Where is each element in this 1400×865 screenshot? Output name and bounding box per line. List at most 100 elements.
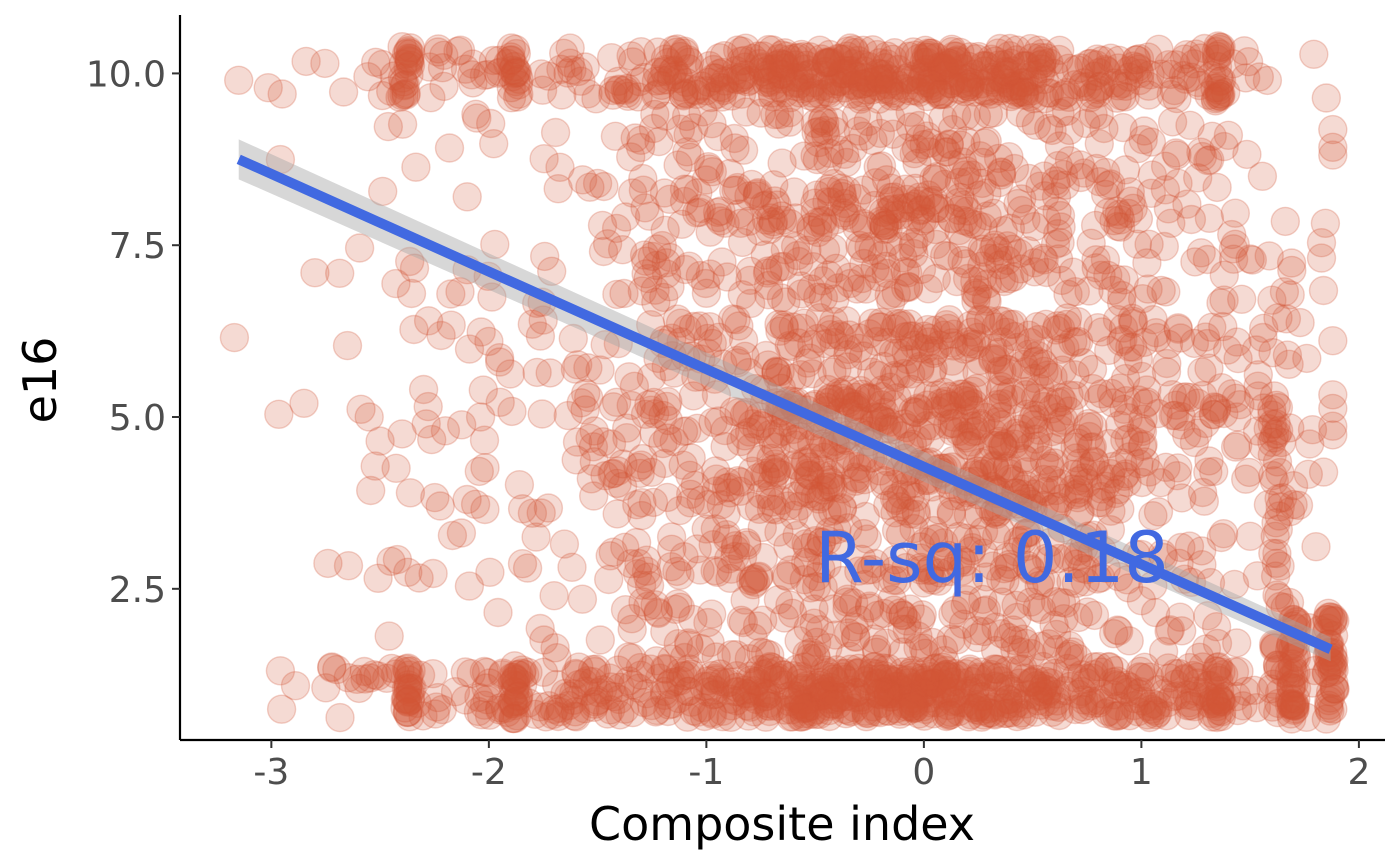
data-point — [865, 402, 896, 432]
data-point — [909, 57, 939, 88]
data-point — [678, 604, 708, 635]
data-point — [755, 640, 785, 670]
data-point — [826, 658, 856, 689]
data-point — [959, 389, 989, 419]
data-point — [816, 676, 847, 706]
data-point — [883, 54, 913, 85]
data-point — [745, 216, 776, 247]
data-point — [875, 674, 905, 704]
data-point — [1197, 698, 1228, 729]
data-point — [426, 320, 456, 351]
data-point — [732, 530, 762, 560]
data-point — [1190, 322, 1221, 352]
data-point — [469, 690, 500, 720]
data-point — [800, 141, 830, 171]
data-point — [531, 702, 561, 732]
data-point — [873, 696, 903, 726]
data-point — [1124, 662, 1155, 692]
data-point — [705, 659, 735, 689]
data-point — [925, 388, 955, 418]
data-point — [818, 473, 848, 503]
data-point — [693, 67, 724, 98]
data-point — [665, 592, 695, 622]
data-point — [770, 38, 800, 68]
data-point — [1082, 564, 1113, 594]
data-point — [1091, 56, 1122, 86]
data-point — [821, 204, 851, 235]
data-point — [910, 527, 941, 557]
data-point — [795, 479, 825, 509]
data-point — [706, 196, 736, 226]
data-point — [1175, 382, 1205, 413]
data-point — [1315, 677, 1346, 707]
data-point — [1168, 60, 1199, 91]
data-point — [460, 489, 491, 519]
data-point — [1270, 206, 1301, 237]
data-point — [931, 655, 961, 686]
data-point — [721, 175, 751, 205]
data-point — [543, 701, 573, 732]
data-point — [429, 40, 459, 70]
data-point — [962, 373, 992, 404]
data-point — [1023, 35, 1054, 65]
data-point — [786, 271, 816, 301]
data-point — [1301, 532, 1331, 562]
data-point — [982, 393, 1012, 423]
data-point — [935, 381, 965, 412]
data-point — [627, 276, 657, 306]
data-point — [764, 43, 795, 74]
data-point — [1197, 702, 1227, 732]
data-point — [1166, 616, 1197, 646]
data-point — [1213, 120, 1244, 151]
data-point — [1122, 229, 1153, 259]
data-point — [748, 52, 778, 82]
data-point — [716, 554, 746, 584]
data-point — [1051, 96, 1082, 127]
data-point — [752, 258, 783, 288]
data-point — [676, 659, 706, 689]
data-point — [939, 409, 969, 439]
data-point — [1081, 253, 1111, 283]
data-point — [968, 681, 998, 712]
data-point — [851, 274, 881, 304]
data-point — [775, 590, 805, 620]
data-point — [798, 696, 828, 727]
data-point — [949, 190, 979, 220]
data-point — [598, 80, 628, 110]
data-point — [1182, 163, 1213, 193]
data-point — [349, 656, 379, 687]
data-point — [420, 482, 450, 513]
data-point — [624, 548, 654, 579]
data-point — [769, 310, 799, 340]
data-point — [888, 600, 918, 631]
data-point — [914, 683, 945, 713]
data-point — [1102, 701, 1132, 731]
data-point — [1211, 681, 1242, 711]
data-point — [842, 274, 872, 304]
data-point — [570, 395, 600, 425]
data-point — [886, 421, 917, 451]
data-point — [935, 48, 966, 79]
data-point — [876, 286, 906, 317]
data-point — [810, 212, 840, 243]
data-point — [503, 682, 533, 712]
data-point — [1259, 381, 1290, 411]
data-point — [791, 448, 821, 478]
data-point — [734, 181, 764, 211]
data-point — [668, 81, 699, 111]
data-point — [395, 686, 425, 716]
data-point — [1014, 432, 1045, 462]
data-point — [722, 677, 753, 707]
data-point — [878, 415, 908, 445]
data-point — [992, 57, 1023, 88]
data-point — [949, 385, 979, 416]
data-point — [817, 496, 848, 526]
data-point — [920, 193, 950, 224]
data-point — [355, 663, 385, 693]
data-point — [947, 147, 978, 177]
data-point — [883, 678, 913, 709]
data-point — [826, 383, 856, 413]
data-point — [686, 633, 716, 664]
data-point — [1219, 569, 1250, 600]
data-point — [751, 67, 781, 98]
